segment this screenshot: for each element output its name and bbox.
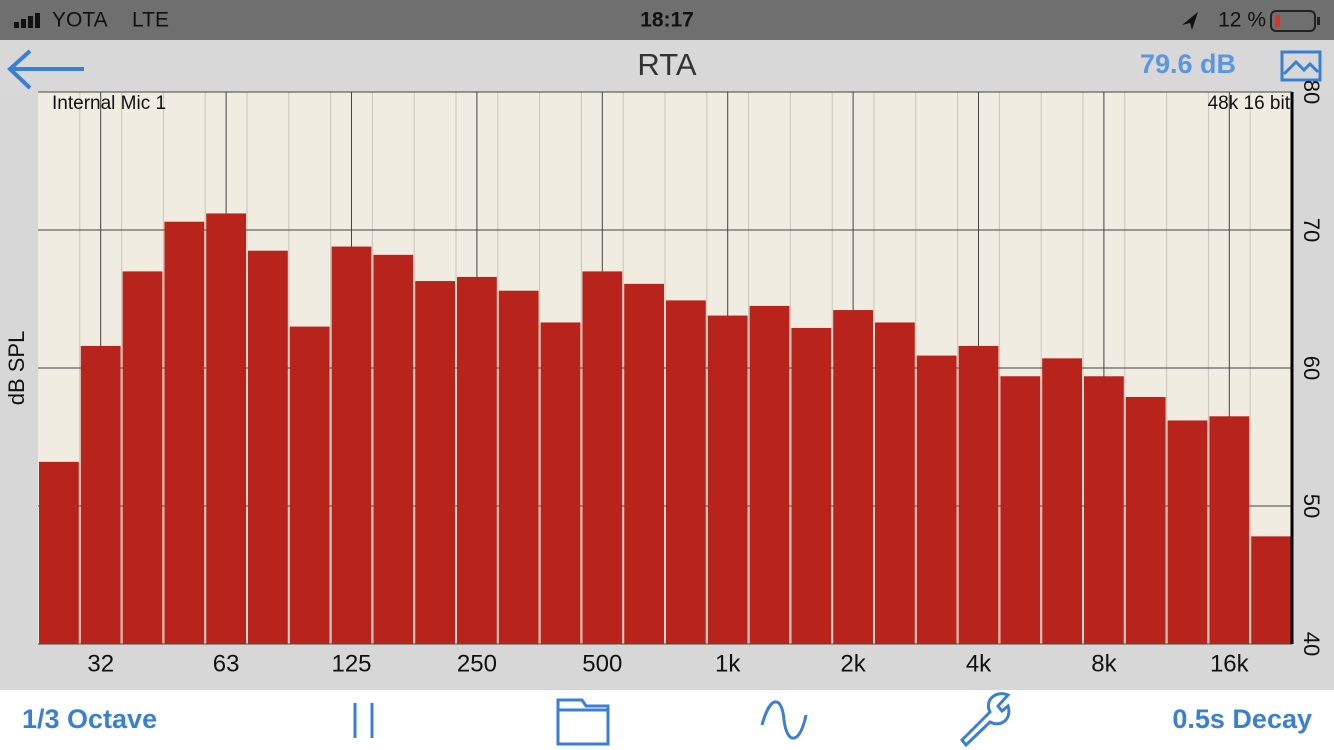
bar	[958, 345, 999, 644]
bar	[666, 300, 706, 644]
y-tick-label: 40	[1299, 632, 1324, 656]
settings-button[interactable]	[959, 692, 1011, 748]
bar	[331, 246, 372, 644]
level-readout: 79.6 dB	[1140, 49, 1236, 79]
bar	[540, 322, 581, 644]
input-label: Internal Mic 1	[52, 93, 166, 114]
bar	[415, 281, 455, 644]
bar	[164, 221, 205, 644]
grid	[38, 91, 1292, 645]
clock: 18:17	[640, 9, 694, 32]
x-tick-label: 16k	[1210, 650, 1250, 677]
battery-icon	[1270, 10, 1320, 32]
folder-button[interactable]	[556, 698, 610, 746]
x-tick-label: 250	[457, 650, 497, 677]
y-axis-title: dB SPL	[4, 331, 29, 406]
bar	[582, 271, 623, 644]
y-tick-label: 50	[1299, 494, 1324, 518]
bar	[916, 355, 957, 644]
format-label: 48k 16 bit	[1208, 93, 1291, 114]
decay-button[interactable]: 0.5s Decay	[1172, 704, 1312, 734]
bar	[875, 322, 915, 644]
bar	[749, 305, 790, 644]
y-tick-label: 80	[1299, 80, 1324, 104]
x-tick-label: 32	[87, 650, 114, 677]
bar	[457, 276, 497, 644]
carrier: YOTA	[52, 9, 108, 32]
back-button[interactable]	[7, 49, 84, 90]
bandwidth-button[interactable]: 1/3 Octave	[22, 704, 157, 734]
bar	[1042, 358, 1082, 644]
x-tick-label: 500	[582, 650, 622, 677]
x-tick-label: 4k	[966, 650, 992, 677]
bar	[1167, 420, 1208, 644]
bar	[248, 250, 288, 644]
bar	[1000, 376, 1041, 644]
bar	[1251, 536, 1291, 644]
bar	[289, 326, 330, 644]
image-button[interactable]	[1280, 50, 1322, 82]
bar	[206, 213, 246, 644]
bar	[1125, 396, 1166, 644]
bar	[373, 254, 414, 644]
y-tick-label: 60	[1299, 356, 1324, 380]
bar	[791, 327, 832, 644]
bar	[707, 315, 748, 644]
bar	[833, 310, 873, 644]
bar	[624, 283, 664, 644]
generator-button[interactable]	[760, 700, 808, 740]
network: LTE	[132, 9, 169, 32]
signal-icon	[14, 13, 40, 28]
bars	[39, 213, 1291, 644]
x-tick-label: 2k	[840, 650, 866, 677]
status-bar	[0, 0, 1334, 40]
bar	[498, 290, 539, 644]
nav-title: RTA	[637, 47, 696, 82]
x-tick-label: 63	[213, 650, 240, 677]
x-tick-label: 1k	[715, 650, 741, 677]
toolbar	[0, 690, 1334, 750]
battery-text: 12 %	[1218, 9, 1266, 32]
bar	[122, 271, 163, 644]
nav-bar	[0, 40, 1334, 92]
y-tick-label: 70	[1299, 218, 1324, 242]
bar	[80, 345, 121, 644]
x-tick-label: 8k	[1091, 650, 1117, 677]
bar	[1084, 376, 1124, 644]
bar	[1209, 416, 1250, 644]
pause-button[interactable]	[353, 703, 374, 738]
x-tick-label: 125	[331, 650, 371, 677]
location-icon	[1182, 12, 1198, 30]
bar	[39, 461, 79, 644]
